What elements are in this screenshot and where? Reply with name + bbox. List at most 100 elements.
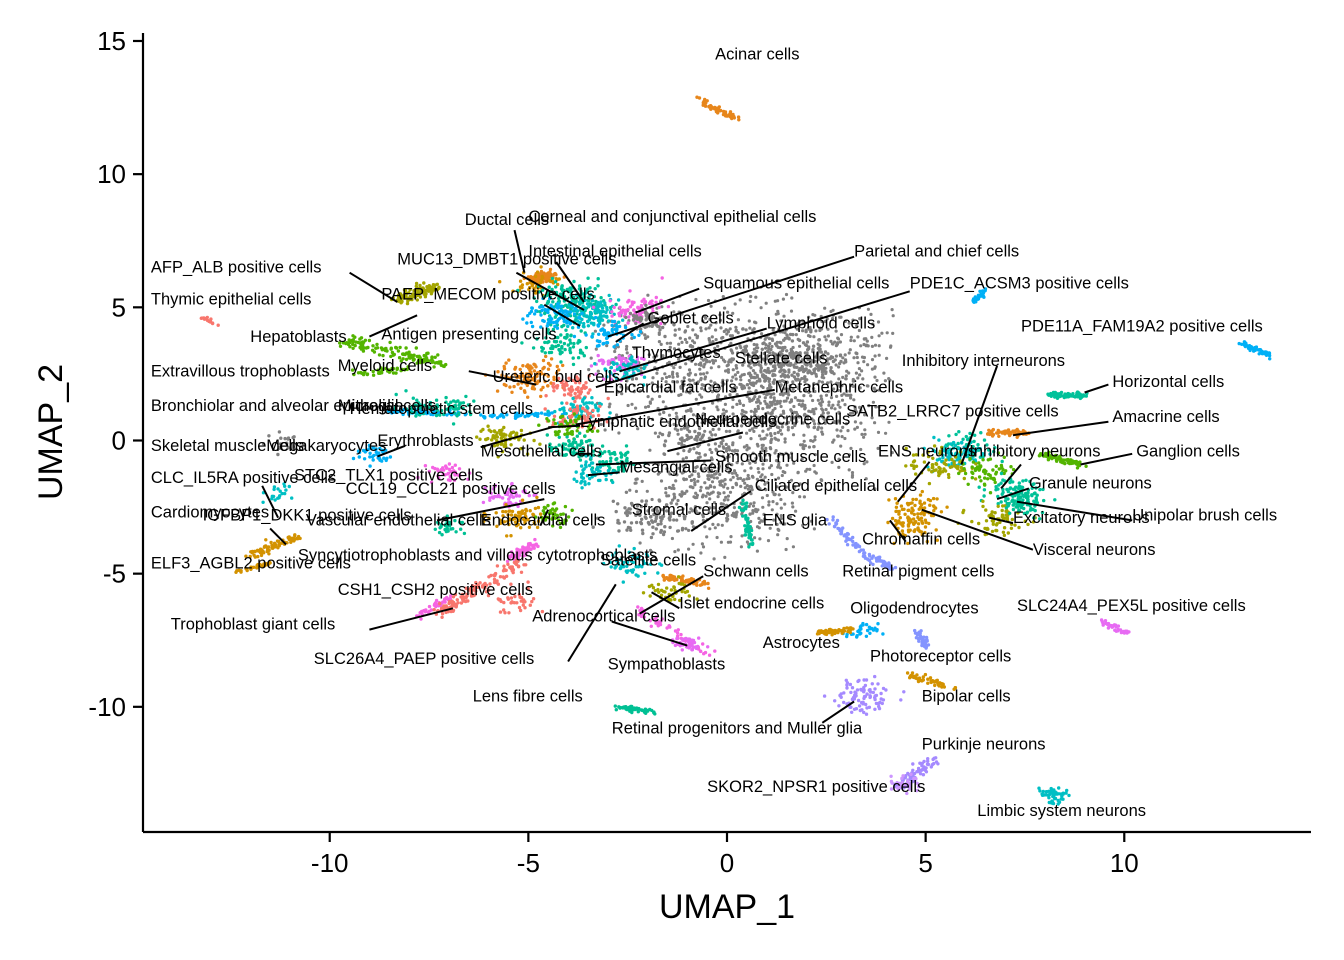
data-point [772,368,777,373]
data-point [693,469,697,473]
data-point [708,484,713,488]
data-point [676,432,680,436]
data-point [356,340,360,345]
data-point [596,323,600,327]
data-point [748,374,753,378]
data-point [715,535,719,540]
data-point [844,422,849,426]
data-point [605,315,609,319]
data-point [713,433,718,437]
data-point [994,464,998,468]
data-point [997,430,1002,434]
data-point [741,514,745,518]
data-point [216,323,220,327]
data-point [768,400,772,404]
data-point [696,472,701,476]
data-point [741,403,746,407]
data-point [808,467,812,471]
data-point [672,366,676,370]
data-point [707,443,711,447]
data-point [781,452,785,456]
data-point [375,342,379,347]
data-point [596,284,600,288]
data-point [447,462,452,466]
data-point [671,483,675,487]
data-point [746,458,750,463]
data-point [374,346,378,350]
data-point [731,485,735,490]
data-point [697,451,701,456]
data-point [665,375,669,379]
data-point [819,397,824,401]
data-point [594,308,599,312]
data-point [742,414,746,418]
data-point [805,467,809,471]
data-point [774,513,779,517]
data-point [755,477,760,481]
data-point [277,539,281,544]
data-point [964,434,968,439]
data-point [788,400,792,404]
data-point [761,407,765,411]
data-point [843,319,848,323]
data-point [823,319,827,324]
data-point [786,375,791,379]
data-point [750,382,754,386]
data-point [749,294,753,299]
data-point [614,356,618,360]
data-point [756,467,760,471]
data-point [791,491,795,495]
data-point [608,459,613,463]
data-point [749,466,753,470]
data-point [683,464,688,468]
data-point [827,400,831,404]
data-point [433,355,437,359]
data-point [580,479,584,483]
data-point [836,434,840,438]
data-point [717,444,722,448]
data-point [653,431,658,435]
data-point [366,345,370,350]
data-point [803,444,808,448]
data-point [817,338,821,342]
data-point [696,380,701,384]
data-point [756,415,761,419]
data-point [638,541,642,545]
data-point [834,354,839,358]
data-point [608,299,612,303]
data-point [775,399,780,403]
data-point [812,387,816,391]
data-point [869,312,873,316]
data-point [781,297,786,301]
data-point [651,532,655,536]
data-point [556,343,561,348]
data-point [856,361,860,365]
data-point [676,548,680,552]
data-point [663,334,667,339]
data-point [702,406,706,410]
data-point [629,521,634,525]
data-point [1064,393,1069,397]
data-point [773,431,777,436]
data-point [742,478,746,482]
data-point [571,345,576,349]
central-grey-cluster [586,292,895,561]
data-point [625,344,629,349]
data-point [639,366,643,370]
data-point [1268,357,1272,361]
data-point [783,470,787,475]
data-point [712,476,716,480]
data-point [590,401,594,405]
data-point [565,333,569,337]
data-point [762,375,766,380]
data-point [721,109,726,114]
data-point [710,462,714,466]
data-point [394,346,399,350]
data-point [572,477,576,481]
data-point [722,329,726,334]
data-point [775,380,779,384]
data-point [706,298,711,303]
data-point [890,451,894,455]
data-point [847,468,851,472]
data-point [788,332,793,337]
